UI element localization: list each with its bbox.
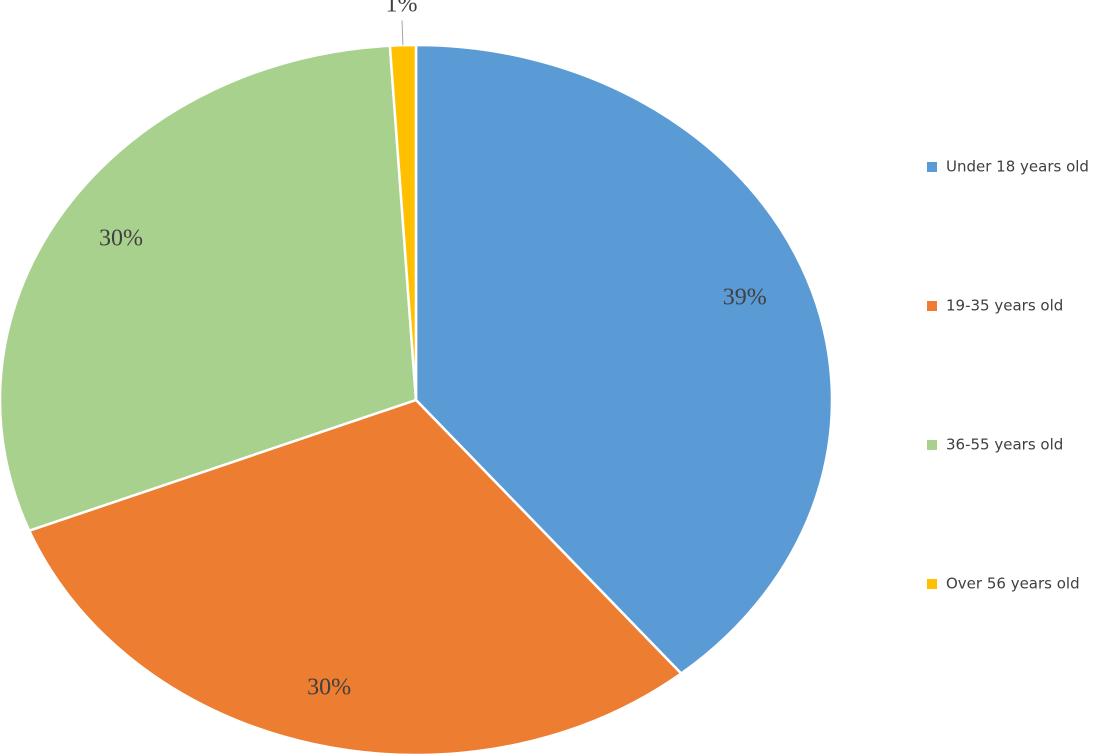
legend-swatch — [927, 440, 937, 450]
pie-slice — [27, 398, 684, 755]
pie-slice — [414, 43, 834, 676]
data-label: 1% — [385, 0, 417, 18]
legend-label: Under 18 years old — [946, 158, 1089, 176]
data-label: 39% — [723, 284, 767, 310]
legend-label: 19-35 years old — [946, 297, 1063, 315]
legend-label: Over 56 years old — [946, 575, 1080, 593]
legend-swatch — [927, 301, 937, 311]
data-label: 30% — [99, 226, 143, 252]
data-label: 30% — [307, 674, 351, 700]
legend-label: 36-55 years old — [946, 436, 1063, 454]
legend-swatch — [927, 162, 937, 172]
legend-swatch — [927, 579, 937, 589]
leader-line — [401, 20, 404, 46]
pie-slice — [0, 44, 418, 533]
